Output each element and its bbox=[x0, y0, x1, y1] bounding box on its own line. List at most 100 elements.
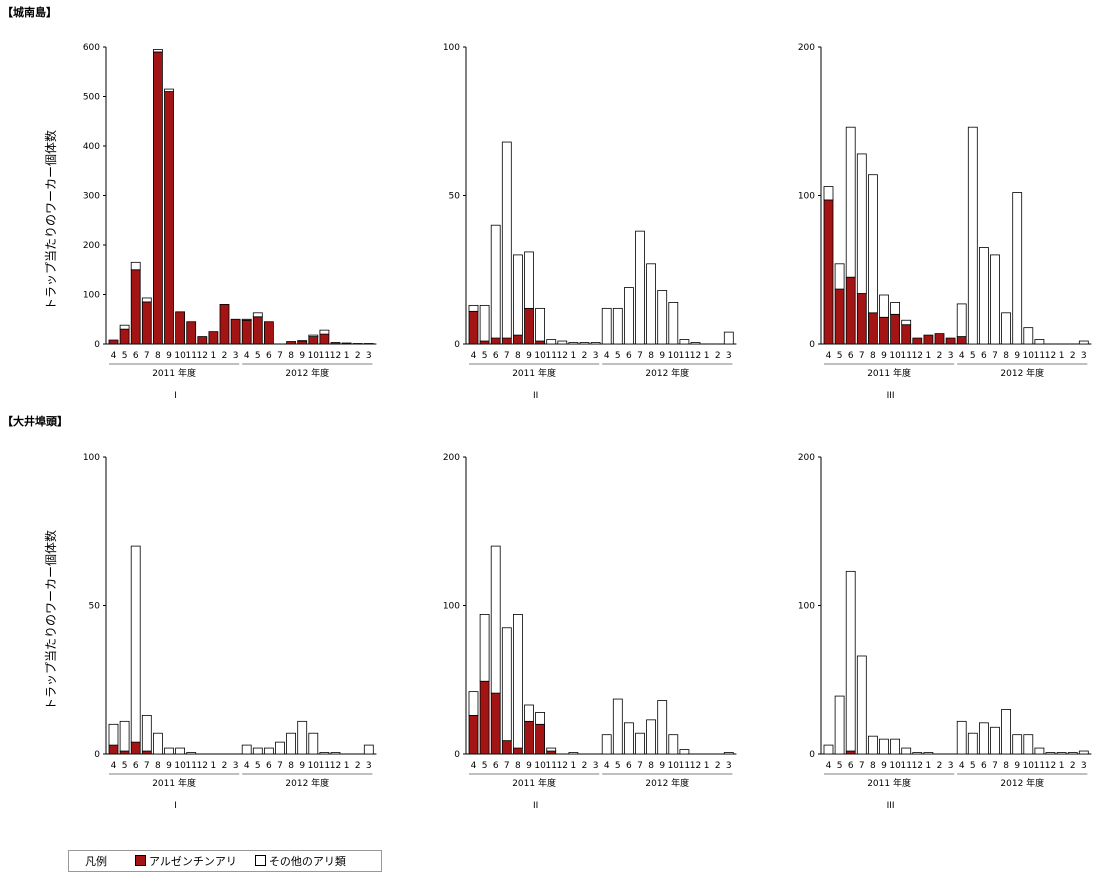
month-tick-label: 7 bbox=[859, 761, 865, 771]
bar-argentine bbox=[524, 307, 534, 345]
month-tick-label: 10 bbox=[889, 351, 901, 361]
bar-other bbox=[164, 88, 174, 92]
y-tick-label: 0 bbox=[454, 340, 460, 350]
legend: 凡例 アルゼンチンアリ その他のアリ類 bbox=[68, 850, 382, 872]
month-tick-label: 4 bbox=[959, 761, 965, 771]
legend-title: 凡例 bbox=[85, 855, 107, 868]
year-label: 2012 年度 bbox=[1000, 367, 1044, 379]
month-tick-label: 10 bbox=[534, 351, 546, 361]
year-label: 2012 年度 bbox=[1000, 777, 1044, 789]
month-tick-label: 6 bbox=[266, 351, 272, 361]
month-tick-label: 6 bbox=[626, 351, 632, 361]
month-tick-label: 12 bbox=[197, 351, 208, 361]
month-tick-label: 11 bbox=[185, 351, 196, 361]
bar-other bbox=[657, 290, 668, 345]
bar-other bbox=[635, 732, 645, 755]
month-tick-label: 9 bbox=[166, 761, 172, 771]
bar-argentine bbox=[308, 336, 319, 345]
bar-other bbox=[141, 714, 152, 752]
year-label: 2011 年度 bbox=[512, 367, 556, 379]
bar-other bbox=[319, 329, 330, 335]
bar-argentine bbox=[901, 324, 912, 345]
bar-other bbox=[823, 744, 834, 755]
bar-other bbox=[623, 287, 634, 345]
bar-other bbox=[119, 720, 130, 752]
bar-other bbox=[252, 312, 263, 318]
month-tick-label: 5 bbox=[482, 351, 488, 361]
month-tick-label: 3 bbox=[726, 351, 732, 361]
month-tick-label: 10 bbox=[668, 351, 680, 361]
bar-other bbox=[879, 294, 889, 318]
month-tick-label: 1 bbox=[1059, 351, 1065, 361]
y-tick-label: 100 bbox=[83, 291, 100, 301]
bar-argentine bbox=[252, 316, 263, 345]
month-tick-label: 1 bbox=[1059, 761, 1065, 771]
bar-argentine bbox=[479, 680, 490, 755]
bar-other bbox=[479, 304, 490, 342]
month-tick-label: 2 bbox=[582, 351, 588, 361]
bar-argentine bbox=[286, 341, 297, 345]
month-tick-label: 11 bbox=[545, 351, 556, 361]
chart-panel-oi-futo-1: 0 50 100 4 5 6 7 8 9 10 11 12 1 2 3 4 5 6 7 8 9 10 11 12 1 2 3 2011… bbox=[60, 410, 400, 811]
panel-roman-label: III bbox=[887, 391, 895, 401]
bar-other bbox=[823, 186, 834, 201]
bar-other bbox=[186, 752, 197, 755]
bar-other bbox=[468, 691, 479, 716]
bar-other bbox=[535, 307, 545, 342]
bar-other bbox=[679, 339, 690, 345]
bar-argentine bbox=[490, 337, 501, 345]
bar-other bbox=[153, 49, 163, 53]
bar-other bbox=[834, 695, 845, 755]
chart-panel-oi-futo-3: 0 100 200 4 5 6 7 8 9 10 11 12 1 2 3 4 5 6 7 8 9 10 11 12 1 2 3 201… bbox=[775, 410, 1115, 811]
y-tick-label: 200 bbox=[83, 241, 100, 251]
bar-argentine bbox=[468, 714, 479, 755]
section-title-oi-futo: 【大井埠頭】 bbox=[2, 415, 68, 428]
bar-other bbox=[868, 735, 878, 755]
bar-other bbox=[1023, 734, 1034, 755]
bar-other bbox=[513, 614, 523, 749]
bar-argentine bbox=[219, 303, 230, 345]
bar-other bbox=[524, 251, 534, 309]
month-tick-label: 4 bbox=[959, 351, 965, 361]
bar-other bbox=[1078, 750, 1089, 755]
month-tick-label: 6 bbox=[848, 351, 854, 361]
bar-argentine bbox=[119, 328, 130, 345]
month-tick-label: 3 bbox=[593, 351, 599, 361]
month-tick-label: 6 bbox=[133, 351, 139, 361]
panel-roman-label: I bbox=[174, 391, 177, 401]
year-label: 2012 年度 bbox=[285, 777, 329, 789]
month-tick-label: 9 bbox=[1014, 351, 1020, 361]
bar-other bbox=[130, 545, 141, 743]
month-tick-label: 12 bbox=[330, 761, 341, 771]
bar-other bbox=[1012, 192, 1023, 345]
y-tick-label: 100 bbox=[443, 602, 460, 612]
month-tick-label: 7 bbox=[637, 761, 643, 771]
bar-other bbox=[557, 340, 568, 345]
bar-argentine bbox=[546, 750, 557, 755]
bar-other bbox=[623, 722, 634, 755]
month-tick-label: 12 bbox=[912, 351, 923, 361]
bar-other bbox=[612, 698, 623, 755]
month-tick-label: 11 bbox=[679, 351, 690, 361]
month-tick-label: 1 bbox=[926, 761, 932, 771]
month-tick-label: 7 bbox=[637, 351, 643, 361]
month-tick-label: 3 bbox=[233, 351, 239, 361]
month-tick-label: 7 bbox=[504, 351, 510, 361]
y-tick-label: 50 bbox=[449, 192, 461, 202]
bar-other bbox=[901, 319, 912, 326]
bar-other bbox=[252, 747, 263, 755]
bar-argentine bbox=[501, 337, 512, 345]
month-tick-label: 3 bbox=[948, 761, 954, 771]
bar-other bbox=[1012, 734, 1023, 755]
month-tick-label: 11 bbox=[679, 761, 690, 771]
bar-other bbox=[241, 318, 252, 321]
month-tick-label: 10 bbox=[668, 761, 680, 771]
month-tick-label: 2 bbox=[1070, 761, 1076, 771]
bar-argentine bbox=[119, 750, 130, 755]
y-tick-label: 100 bbox=[798, 602, 815, 612]
legend-swatch-other bbox=[254, 855, 266, 866]
month-tick-label: 8 bbox=[1003, 761, 1009, 771]
bar-other bbox=[1034, 339, 1045, 345]
bar-other bbox=[501, 141, 512, 339]
month-tick-label: 3 bbox=[1081, 351, 1087, 361]
